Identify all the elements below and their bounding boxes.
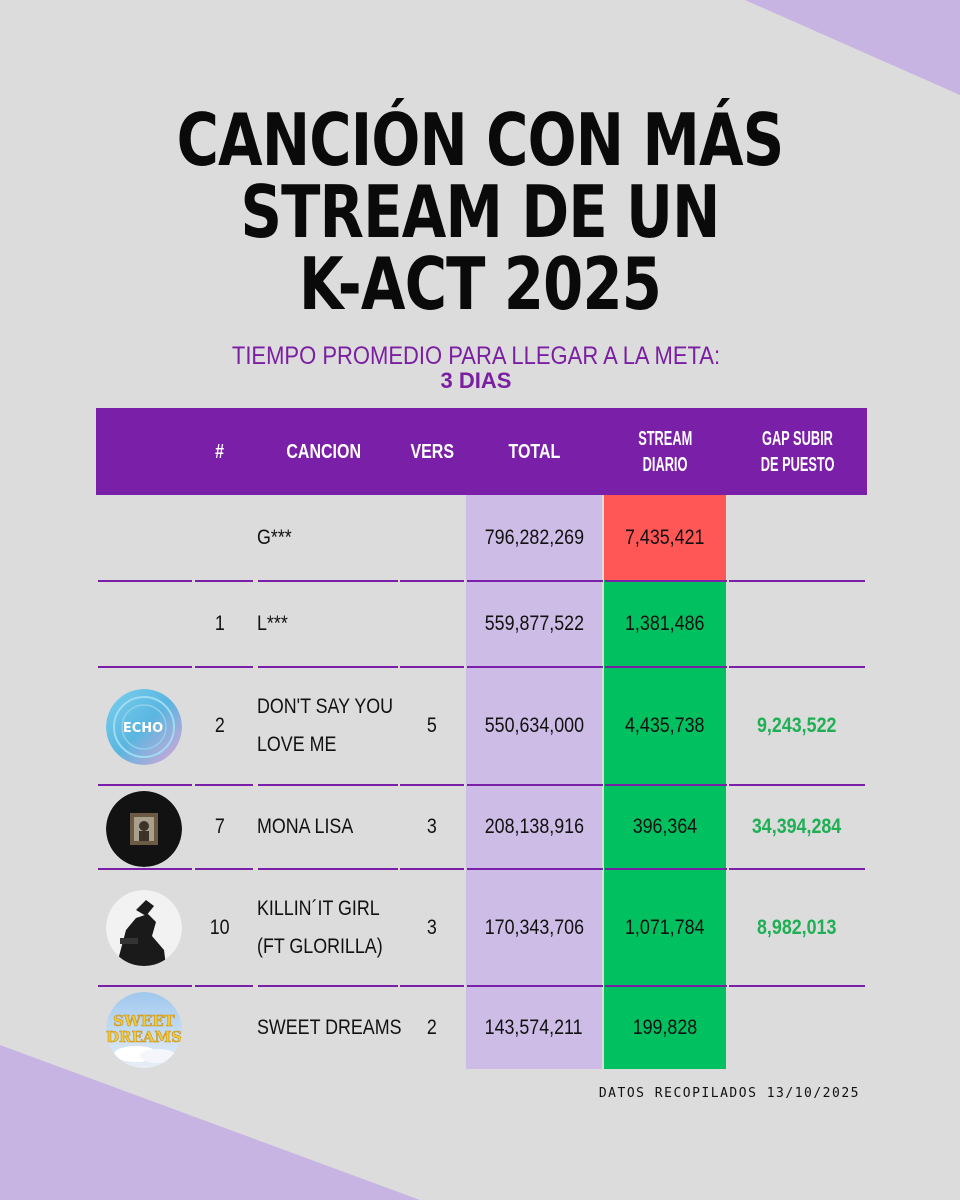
row-separator [605,580,727,582]
subtitle-line-1: TIEMPO PROMEDIO PARA LLEGAR A LA META: [231,342,721,370]
row-separator [400,784,464,786]
row-separator [258,868,398,870]
cell-vers: 3 [427,815,437,838]
cell-rank [194,987,246,1069]
sweet-dreams-text-2: DREAMS [106,1028,182,1046]
header-total: TOTAL [508,440,560,463]
cell-total: 208,138,916 [484,815,584,838]
row-separator [258,784,398,786]
row-separator [729,666,865,668]
row-separator [195,985,253,987]
row-separator [467,666,603,668]
cell-rank: 10 [210,915,230,939]
row-separator [400,666,464,668]
cell-stream: 1,071,784 [625,915,705,939]
title-line-3: K-ACT 2025 [298,242,662,326]
header-gap: GAP SUBIR DE PUESTO [760,427,835,476]
row-separator [605,985,727,987]
cell-gap [728,987,865,1069]
row-separator [729,985,865,987]
cell-gap: 9,243,522 [756,714,837,737]
album-art-sweet-dreams: SWEET DREAMS [106,992,182,1068]
cell-song: L*** [257,612,288,635]
cell-total: 143,574,211 [485,1016,583,1039]
page-title: CANCIÓN CON MÁS STREAM DE UN K-ACT 2025 [96,104,864,320]
row-separator [400,985,464,987]
footer-date: DATOS RECOPILADOS 13/10/2025 [598,1086,860,1101]
cell-stream: 4,435,738 [625,714,705,737]
row-separator [98,784,192,786]
cell-vers: 3 [427,915,437,939]
row-separator [400,580,464,582]
header-stream: STREAM DIARIO [637,427,693,476]
cell-gap [728,495,865,580]
decorative-corner-top-right [745,0,960,95]
cell-vers: 2 [427,1016,437,1039]
row-separator [258,666,398,668]
cell-stream: 396,364 [632,815,698,838]
cell-total: 170,343,706 [484,915,584,939]
title-line-2: STREAM DE UN [240,170,720,254]
row-separator [400,868,464,870]
cell-vers [400,582,464,666]
table-header: # CANCION VERS TOTAL STREAM DIARIO GAP SU… [96,408,867,495]
header-vers: VERS [410,440,454,463]
header-song: CANCION [286,440,362,463]
row-separator [467,784,603,786]
cell-song: KILLIN´IT GIRL (FT GLORILLA) [257,896,383,958]
row-separator [467,580,603,582]
row-separator [195,868,253,870]
row-separator [98,580,192,582]
row-separator [195,666,253,668]
cell-stream: 7,435,421 [625,525,705,549]
cell-rank: 2 [215,714,225,737]
cell-song: G*** [257,525,292,549]
cell-total: 550,634,000 [484,714,584,737]
cell-rank [194,495,246,580]
cell-song: SWEET DREAMS [257,1016,402,1039]
album-art-echo: ECHO [106,689,182,765]
row-separator [605,784,727,786]
row-separator [605,666,727,668]
subtitle: TIEMPO PROMEDIO PARA LLEGAR A LA META: 3… [0,343,952,392]
cell-rank: 1 [215,612,225,635]
stream-column-background [604,495,726,1069]
cell-stream: 199,828 [632,1016,698,1039]
title-line-1: CANCIÓN CON MÁS [176,98,785,182]
row-separator [195,784,253,786]
cell-song: DON'T SAY YOU LOVE ME [257,695,394,756]
header-rank: # [215,440,225,463]
cell-rank: 7 [215,815,225,838]
echo-text: ECHO [123,721,163,736]
cell-gap: 34,394,284 [751,815,842,838]
cell-vers [400,495,464,580]
album-art-killin-it-girl [106,890,182,966]
row-separator [98,985,192,987]
row-separator [195,580,253,582]
row-separator [467,985,603,987]
row-separator [98,868,192,870]
row-separator [258,580,398,582]
cell-gap [728,582,865,666]
cell-total: 796,282,269 [484,525,584,549]
stream-highlight-red [604,495,726,580]
cell-song: MONA LISA [257,815,354,838]
row-separator [467,868,603,870]
row-separator [729,868,865,870]
row-separator [258,985,398,987]
cell-stream: 1,381,486 [625,612,705,635]
cell-gap: 8,982,013 [756,915,837,939]
cell-vers: 5 [427,714,437,737]
row-separator [729,580,865,582]
total-column-background [466,495,602,1069]
row-separator [98,666,192,668]
row-separator [605,868,727,870]
subtitle-line-2: 3 DIAS [440,368,512,393]
album-art-mona-lisa [106,791,182,867]
row-separator [729,784,865,786]
cell-total: 559,877,522 [484,612,584,635]
sweet-dreams-text-1: SWEET [113,1012,176,1030]
